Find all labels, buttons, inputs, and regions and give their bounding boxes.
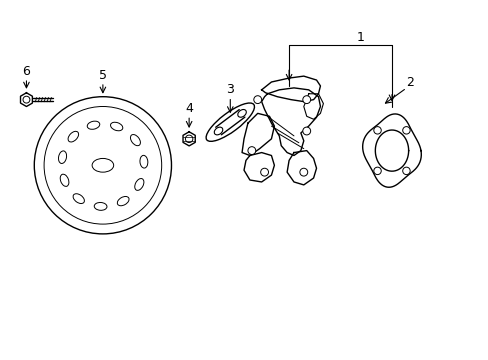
Text: 2: 2 [405, 76, 413, 90]
Ellipse shape [110, 122, 122, 131]
Polygon shape [20, 93, 32, 107]
Circle shape [402, 167, 409, 175]
Ellipse shape [237, 109, 246, 117]
Ellipse shape [92, 158, 113, 172]
Text: 1: 1 [355, 31, 364, 44]
Text: 3: 3 [226, 83, 234, 96]
Circle shape [302, 96, 310, 104]
Ellipse shape [205, 103, 254, 141]
Circle shape [253, 96, 261, 104]
Polygon shape [303, 94, 323, 119]
Polygon shape [183, 132, 195, 146]
Polygon shape [244, 153, 274, 182]
Circle shape [302, 127, 310, 135]
Ellipse shape [130, 135, 140, 146]
Ellipse shape [135, 179, 143, 190]
Polygon shape [242, 113, 274, 156]
Circle shape [402, 127, 409, 134]
Circle shape [260, 168, 268, 176]
Circle shape [373, 167, 381, 175]
Text: 6: 6 [22, 65, 30, 78]
Circle shape [34, 97, 171, 234]
Polygon shape [261, 76, 320, 102]
Ellipse shape [140, 156, 147, 168]
Ellipse shape [73, 194, 84, 203]
Ellipse shape [68, 131, 79, 142]
Ellipse shape [60, 174, 69, 186]
Ellipse shape [59, 151, 66, 163]
Polygon shape [286, 150, 316, 185]
Ellipse shape [214, 127, 223, 135]
Polygon shape [261, 88, 320, 156]
Text: 5: 5 [99, 69, 107, 82]
Polygon shape [362, 114, 421, 187]
Circle shape [299, 168, 307, 176]
Text: 4: 4 [185, 102, 193, 115]
Circle shape [247, 147, 255, 154]
Ellipse shape [117, 197, 129, 206]
Polygon shape [375, 130, 408, 171]
Circle shape [373, 127, 381, 134]
Ellipse shape [94, 202, 107, 210]
Ellipse shape [87, 121, 100, 129]
